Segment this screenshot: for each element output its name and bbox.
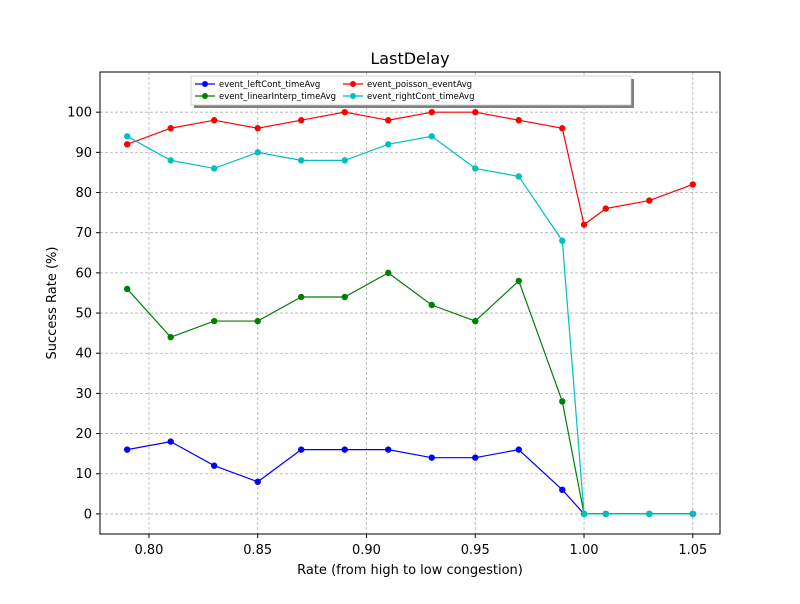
legend-label: event_poisson_eventAvg: [367, 80, 472, 90]
data-point: [559, 237, 566, 244]
y-tick-label: 100: [67, 106, 92, 121]
data-point: [580, 221, 588, 228]
data-point: [123, 285, 131, 293]
data-point: [341, 446, 348, 453]
legend-marker: [202, 81, 208, 87]
x-tick-label: 0.95: [461, 543, 490, 558]
y-tick-label: 40: [75, 347, 92, 362]
x-tick-label: 0.85: [243, 543, 272, 558]
data-point: [385, 117, 392, 124]
data-point: [211, 165, 218, 172]
data-point: [689, 181, 697, 188]
legend-label: event_rightCont_timeAvg: [367, 92, 474, 102]
data-point: [646, 510, 653, 518]
legend-marker: [202, 93, 208, 99]
data-point: [580, 510, 588, 518]
data-point: [559, 486, 566, 494]
series-line: [126, 135, 693, 515]
plot-area-frame: [99, 71, 721, 535]
legend-item: event_leftCont_timeAvg: [195, 80, 320, 90]
series-line: [127, 440, 693, 515]
data-point: [515, 277, 522, 285]
x-axis-label: Rate (from high to low congestion): [297, 563, 523, 578]
data-point: [646, 197, 653, 204]
data-point: [298, 117, 305, 124]
data-point: [167, 333, 174, 341]
data-point: [385, 141, 392, 148]
data-point: [298, 157, 305, 164]
data-point: [472, 108, 479, 116]
data-point: [559, 125, 566, 132]
legend-label: event_leftCont_timeAvg: [219, 80, 320, 90]
data-point: [472, 317, 479, 325]
data-point: [515, 117, 522, 124]
y-tick-label: 30: [75, 387, 92, 402]
data-point: [298, 446, 305, 453]
series-layer: [123, 108, 697, 518]
data-point: [559, 398, 566, 405]
data-point: [341, 157, 348, 164]
axis-layer: 0.80 0.85 0.90 0.95 1.00 1.05 0 10 20 30 40 50 60 70 8…: [67, 106, 707, 558]
data-point: [254, 317, 261, 325]
data-point: [341, 293, 348, 301]
legend-marker: [350, 93, 356, 99]
data-point: [298, 293, 305, 301]
chart-title: LastDelay: [370, 49, 449, 68]
series-event_rightCont_timeAvg: [123, 133, 697, 518]
data-point: [689, 510, 697, 518]
data-point: [602, 510, 609, 518]
legend-label: event_linearInterp_timeAvg: [219, 92, 336, 102]
data-point: [167, 125, 174, 132]
legend-item: event_poisson_eventAvg: [343, 80, 472, 90]
legend-marker: [350, 81, 356, 87]
data-point: [385, 446, 392, 453]
y-tick-label: 80: [75, 186, 92, 201]
data-point: [211, 117, 218, 124]
data-point: [385, 269, 392, 277]
data-point: [602, 205, 609, 212]
data-point: [254, 478, 261, 485]
data-point: [428, 301, 435, 309]
data-point: [123, 446, 131, 453]
data-point: [254, 149, 261, 156]
data-point: [515, 446, 522, 453]
legend-box: [190, 75, 632, 106]
data-point: [472, 454, 479, 461]
data-point: [211, 317, 218, 325]
series-event_leftCont_timeAvg: [123, 438, 697, 518]
series-event_poisson_eventAvg: [123, 108, 697, 228]
x-tick-label: 1.05: [678, 543, 707, 558]
data-point: [167, 438, 174, 445]
data-point: [254, 125, 261, 132]
data-point: [428, 454, 435, 461]
legend-item: event_rightCont_timeAvg: [343, 92, 474, 102]
x-tick-label: 0.90: [352, 543, 381, 558]
data-point: [428, 133, 435, 140]
y-tick-label: 10: [75, 467, 92, 482]
y-tick-label: 90: [75, 146, 92, 161]
data-point: [428, 108, 435, 116]
y-axis-label: Success Rate (%): [45, 247, 60, 360]
data-point: [341, 108, 348, 116]
grid-layer: [100, 72, 720, 534]
legend: event_leftCont_timeAvg event_linearInterp…: [190, 75, 634, 108]
legend-item: event_linearInterp_timeAvg: [195, 92, 336, 102]
y-tick-label: 20: [75, 427, 92, 442]
data-point: [123, 141, 131, 148]
data-point: [472, 165, 479, 172]
data-point: [167, 157, 174, 164]
y-tick-label: 50: [75, 307, 92, 322]
data-point: [123, 133, 131, 140]
data-point: [211, 462, 218, 469]
x-tick-label: 1.00: [570, 543, 599, 558]
y-tick-label: 60: [75, 266, 92, 281]
y-tick-label: 70: [75, 226, 92, 241]
y-tick-label: 0: [84, 507, 92, 522]
x-tick-label: 0.80: [134, 543, 163, 558]
data-point: [515, 173, 522, 180]
